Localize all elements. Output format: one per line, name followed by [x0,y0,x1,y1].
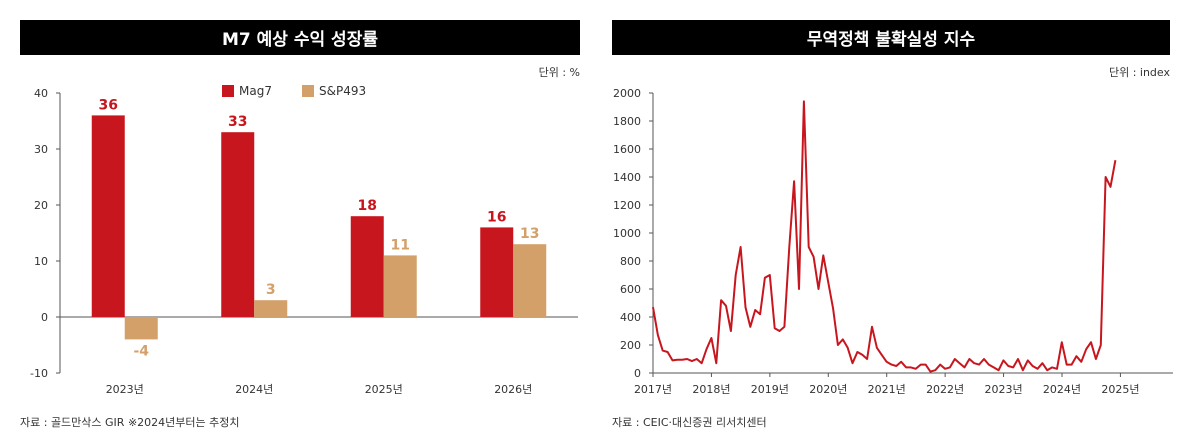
x-tick-label: 2023년 [984,383,1022,396]
y-tick-label: -10 [30,367,48,380]
sp493-legend-label: S&P493 [319,84,366,98]
m7-source-note: 자료 : 골드만삭스 GIR ※2024년부터는 추정치 [20,416,240,429]
trade-line-chart: 2000180016001400120010008006004002000201… [613,87,1173,396]
sp493-bar [513,244,547,317]
mag7-bar [350,216,384,317]
mag7-data-label: 33 [228,114,247,130]
y-tick-label: 1800 [613,115,641,128]
m7-unit-label: 단위 : % [538,66,580,79]
x-tick-label: 2023년 [106,383,144,396]
m7-chart-title: M7 예상 수익 성장률 [20,20,580,55]
y-tick-label: 20 [34,199,48,212]
m7-growth-panel: M7 예상 수익 성장률 단위 : % 40 30 20 10 0 -10 36 -4 2023… [0,0,590,443]
y-tick-label: 40 [34,87,48,100]
x-tick-label: 2019년 [751,383,789,396]
y-tick-label: 2000 [613,87,641,100]
sp493-data-label: 13 [520,226,539,242]
y-tick-label: 0 [634,367,641,380]
y-tick-label: 10 [34,255,48,268]
sp493-data-label: -4 [133,343,149,359]
y-tick-label: 200 [620,339,641,352]
mag7-bar [91,115,125,318]
x-tick-label: 2020년 [809,383,847,396]
x-tick-label: 2021년 [868,383,906,396]
y-tick-label: 30 [34,143,48,156]
mag7-data-label: 16 [487,209,506,225]
mag7-legend-swatch [222,85,234,97]
mag7-bar [480,227,514,317]
y-tick-label: 0 [41,311,48,324]
y-tick-label: 1200 [613,199,641,212]
sp493-bar [124,317,158,340]
sp493-data-label: 3 [266,282,276,298]
sp493-bar [254,300,288,317]
trade-uncertainty-panel: 무역정책 불확실성 지수 단위 : index 2000 1800 1600 1400… [600,0,1200,443]
trade-source-note: 자료 : CEIC·대신증권 리서치센터 [612,416,767,429]
x-tick-label: 2025년 [1101,383,1139,396]
x-tick-label: 2024년 [1043,383,1081,396]
trade-uncertainty-line [652,100,1117,373]
x-tick-label: 2025년 [365,383,403,396]
y-tick-label: 1400 [613,171,641,184]
m7-bar-chart: 403020100-1036-42023년3332024년18112025년16… [30,84,578,396]
trade-unit-label: 단위 : index [1108,66,1170,79]
y-tick-label: 400 [620,311,641,324]
sp493-data-label: 11 [391,237,410,253]
mag7-data-label: 18 [358,198,377,214]
x-tick-label: 2022년 [926,383,964,396]
y-tick-label: 1600 [613,143,641,156]
trade-chart-title: 무역정책 불확실성 지수 [612,20,1170,55]
x-tick-label: 2026년 [494,383,532,396]
y-tick-label: 800 [620,255,641,268]
x-tick-label: 2024년 [235,383,273,396]
mag7-legend-label: Mag7 [239,84,272,98]
y-tick-label: 600 [620,283,641,296]
x-tick-label: 2018년 [692,383,730,396]
y-tick-label: 1000 [613,227,641,240]
mag7-data-label: 36 [99,97,118,113]
x-tick-label: 2017년 [634,383,672,396]
sp493-bar [383,255,417,317]
mag7-bar [221,132,255,317]
sp493-legend-swatch [302,85,314,97]
